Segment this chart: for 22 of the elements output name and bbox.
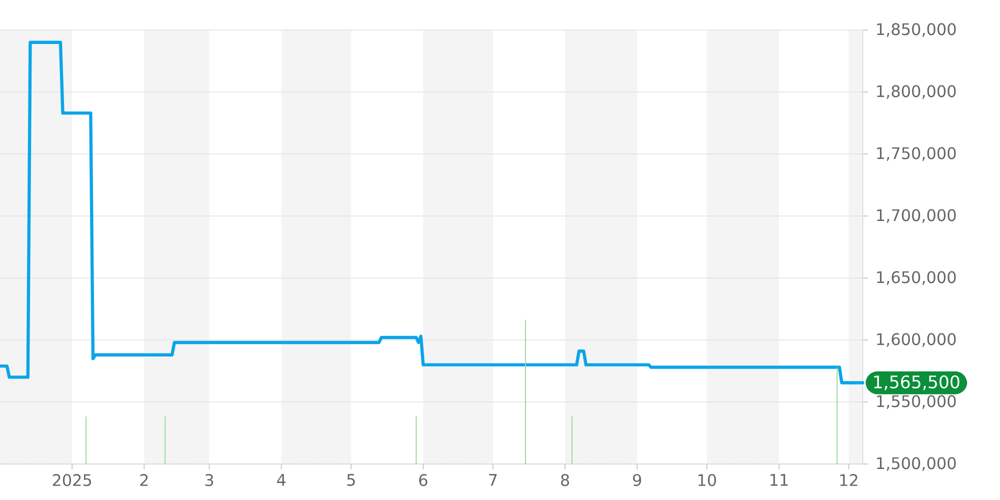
x-tick-label: 6 (419, 474, 428, 486)
x-tick-label: 5 (347, 474, 355, 486)
y-tick-label: 1,700,000 (877, 209, 956, 223)
x-tick-label: 11 (770, 474, 788, 486)
x-tick-label: 10 (698, 474, 716, 486)
line-series (0, 40, 864, 384)
x-tick-label: 4 (277, 474, 286, 486)
annotation: 1,565,500 (874, 375, 960, 390)
y-tick-label: 1,650,000 (877, 271, 956, 285)
y-tick-label: 1,850,000 (877, 23, 956, 37)
x-tick-label: 7 (489, 474, 497, 486)
x-tick-label: 3 (205, 474, 214, 486)
y-tick-label: 1,550,000 (877, 395, 956, 409)
x-tick-label: 2 (140, 474, 148, 486)
y-tick-label: 1,600,000 (877, 333, 956, 347)
y-tick-label: 1,750,000 (877, 147, 956, 161)
x-tick-label: 2025 (52, 474, 92, 486)
x-tick-label: 8 (561, 474, 570, 486)
x-tick-label: 12 (840, 474, 858, 486)
x-tick-label: 9 (633, 474, 642, 486)
y-tick-label: 1,800,000 (877, 85, 956, 99)
y-tick-label: 1,500,000 (877, 457, 956, 471)
